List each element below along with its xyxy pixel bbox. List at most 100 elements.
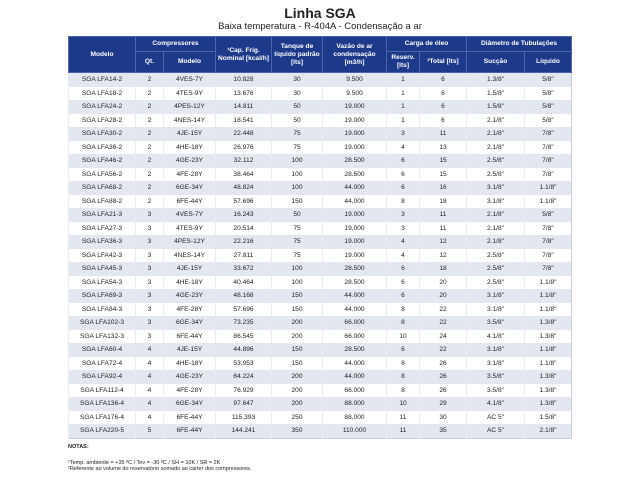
cell-liquido: 1.1/8" [524,289,572,303]
cell-succao: 1.3/8" [466,72,525,87]
cell-modelo: SGA LFA21-3 [68,208,136,222]
header-succao: Sucção [466,51,526,73]
cell-vazao: 88.000 [322,410,387,424]
cell-tanque: 150 [271,302,323,316]
cell-oleo-total: 22 [418,316,467,330]
cell-oleo-total: 30 [418,410,467,424]
cell-compressor-modelo: 4NES-14Y [163,113,216,127]
header-modelo: Modelo [68,36,136,73]
cell-modelo: SGA LFA36-3 [68,235,136,249]
cell-succao: 4.1/8" [466,397,525,411]
cell-qt: 2 [135,167,164,181]
cell-tanque: 150 [271,356,323,370]
cell-oleo-reserv: 1 [386,113,420,127]
table-row: SGA LFA14-2 2 4VES-7Y 10.828 30 9.500 1 6 1.3/8"… [68,72,572,87]
cell-tanque: 200 [271,397,323,411]
cell-succao: 3.1/8" [466,289,525,303]
cell-oleo-total: 6 [418,100,467,114]
cell-vazao: 9.500 [322,86,387,100]
note-1: ¹Temp. ambiente = +35 ºC / Tev = -30 ºC … [68,460,221,466]
cell-succao: 3.1/8" [466,194,525,208]
cell-compressor-modelo: 4NES-14Y [163,248,216,262]
cell-qt: 2 [135,100,164,114]
cell-cap-frig: 48.824 [215,181,272,195]
cell-compressor-modelo: 6FE-44Y [163,410,216,424]
cell-oleo-reserv: 1 [386,72,420,87]
cell-qt: 3 [135,289,164,303]
cell-qt: 4 [135,397,164,411]
cell-oleo-reserv: 6 [386,154,420,168]
cell-modelo: SGA LFA27-3 [68,221,136,235]
cell-vazao: 44.000 [322,194,387,208]
table-row: SGA LFA56-2 2 4FE-28Y 38.464 100 28.500 6 15 2.5… [68,167,572,181]
cell-vazao: 9.500 [322,72,387,87]
cell-tanque: 75 [271,127,323,141]
cell-modelo: SGA LFA54-3 [68,275,136,289]
cell-tanque: 150 [271,194,323,208]
cell-cap-frig: 115.393 [215,410,272,424]
cell-liquido: 5/8" [524,208,572,222]
cell-tanque: 30 [271,86,323,100]
cell-vazao: 44.000 [322,181,387,195]
cell-liquido: 5/8" [524,72,572,87]
table-row: SGA LFA112-4 4 4FE-28Y 76.929 200 66.000 8 26 3.… [68,383,572,397]
cell-qt: 3 [135,208,164,222]
table-row: SGA LFA42-3 3 4NES-14Y 27.811 75 19.000 4 12 2.5… [68,248,572,262]
cell-succao: 2.1/8" [466,140,525,154]
header-compressores: Compressores [135,36,216,52]
cell-vazao: 19.000 [322,235,387,249]
table-row: SGA LFA60-4 4 4JE-15Y 44.896 150 28.500 6 22 3.1… [68,343,572,357]
cell-compressor-modelo: 4JE-15Y [163,262,216,276]
cell-oleo-total: 26 [418,356,467,370]
cell-modelo: SGA LFA68-2 [68,181,136,195]
cell-modelo: SGA LFA36-2 [68,140,136,154]
cell-qt: 3 [135,248,164,262]
cell-cap-frig: 76.929 [215,383,272,397]
table-row: SGA LFA176-4 4 6FE-44Y 115.393 250 88.000 11 30… [68,410,572,424]
header-carga: Carga de óleo [385,36,468,52]
cell-compressor-modelo: 4GE-23Y [163,370,216,384]
cell-qt: 4 [135,383,164,397]
cell-succao: 2.5/8" [466,154,525,168]
cell-modelo: SGA LFA46-2 [68,154,136,168]
cell-oleo-reserv: 1 [386,86,420,100]
cell-oleo-reserv: 6 [386,343,420,357]
cell-modelo: SGA LFA18-2 [68,86,136,100]
cell-qt: 3 [135,302,164,316]
cell-modelo: SGA LFA42-3 [68,248,136,262]
cell-liquido: 1.3/8" [524,316,572,330]
cell-oleo-total: 18 [418,262,467,276]
cell-oleo-total: 12 [418,235,467,249]
cell-cap-frig: 40.464 [215,275,272,289]
cell-tanque: 350 [271,424,323,438]
cell-oleo-total: 26 [418,383,467,397]
cell-oleo-reserv: 6 [386,181,420,195]
cell-cap-frig: 38.464 [215,167,272,181]
cell-oleo-total: 22 [418,302,467,316]
cell-vazao: 44.000 [322,289,387,303]
cell-liquido: 1.3/8" [524,397,572,411]
cell-vazao: 19.000 [322,113,387,127]
cell-vazao: 66.000 [322,329,387,343]
cell-cap-frig: 33.672 [215,262,272,276]
cell-compressor-modelo: 4TES-9Y [163,221,216,235]
cell-modelo: SGA LFA132-3 [68,329,136,343]
cell-tanque: 30 [271,72,323,87]
cell-modelo: SGA LFA84-3 [68,302,136,316]
cell-oleo-reserv: 11 [386,424,420,438]
cell-vazao: 44.000 [322,356,387,370]
cell-succao: AC 5" [466,410,525,424]
cell-liquido: 7/8" [524,167,572,181]
cell-liquido: 7/8" [524,235,572,249]
cell-cap-frig: 22.216 [215,235,272,249]
cell-oleo-total: 6 [418,86,467,100]
header-reserv: Reserv. [lts] [386,51,420,73]
cell-liquido: 2.1/8" [524,424,572,438]
cell-oleo-total: 11 [418,127,467,141]
cell-modelo: SGA LFA30-2 [68,127,136,141]
cell-compressor-modelo: 4VES-7Y [163,72,216,87]
header-qt: Qt. [135,51,164,73]
cell-cap-frig: 14.811 [215,100,272,114]
cell-vazao: 28.500 [322,343,387,357]
cell-cap-frig: 64.224 [215,370,272,384]
